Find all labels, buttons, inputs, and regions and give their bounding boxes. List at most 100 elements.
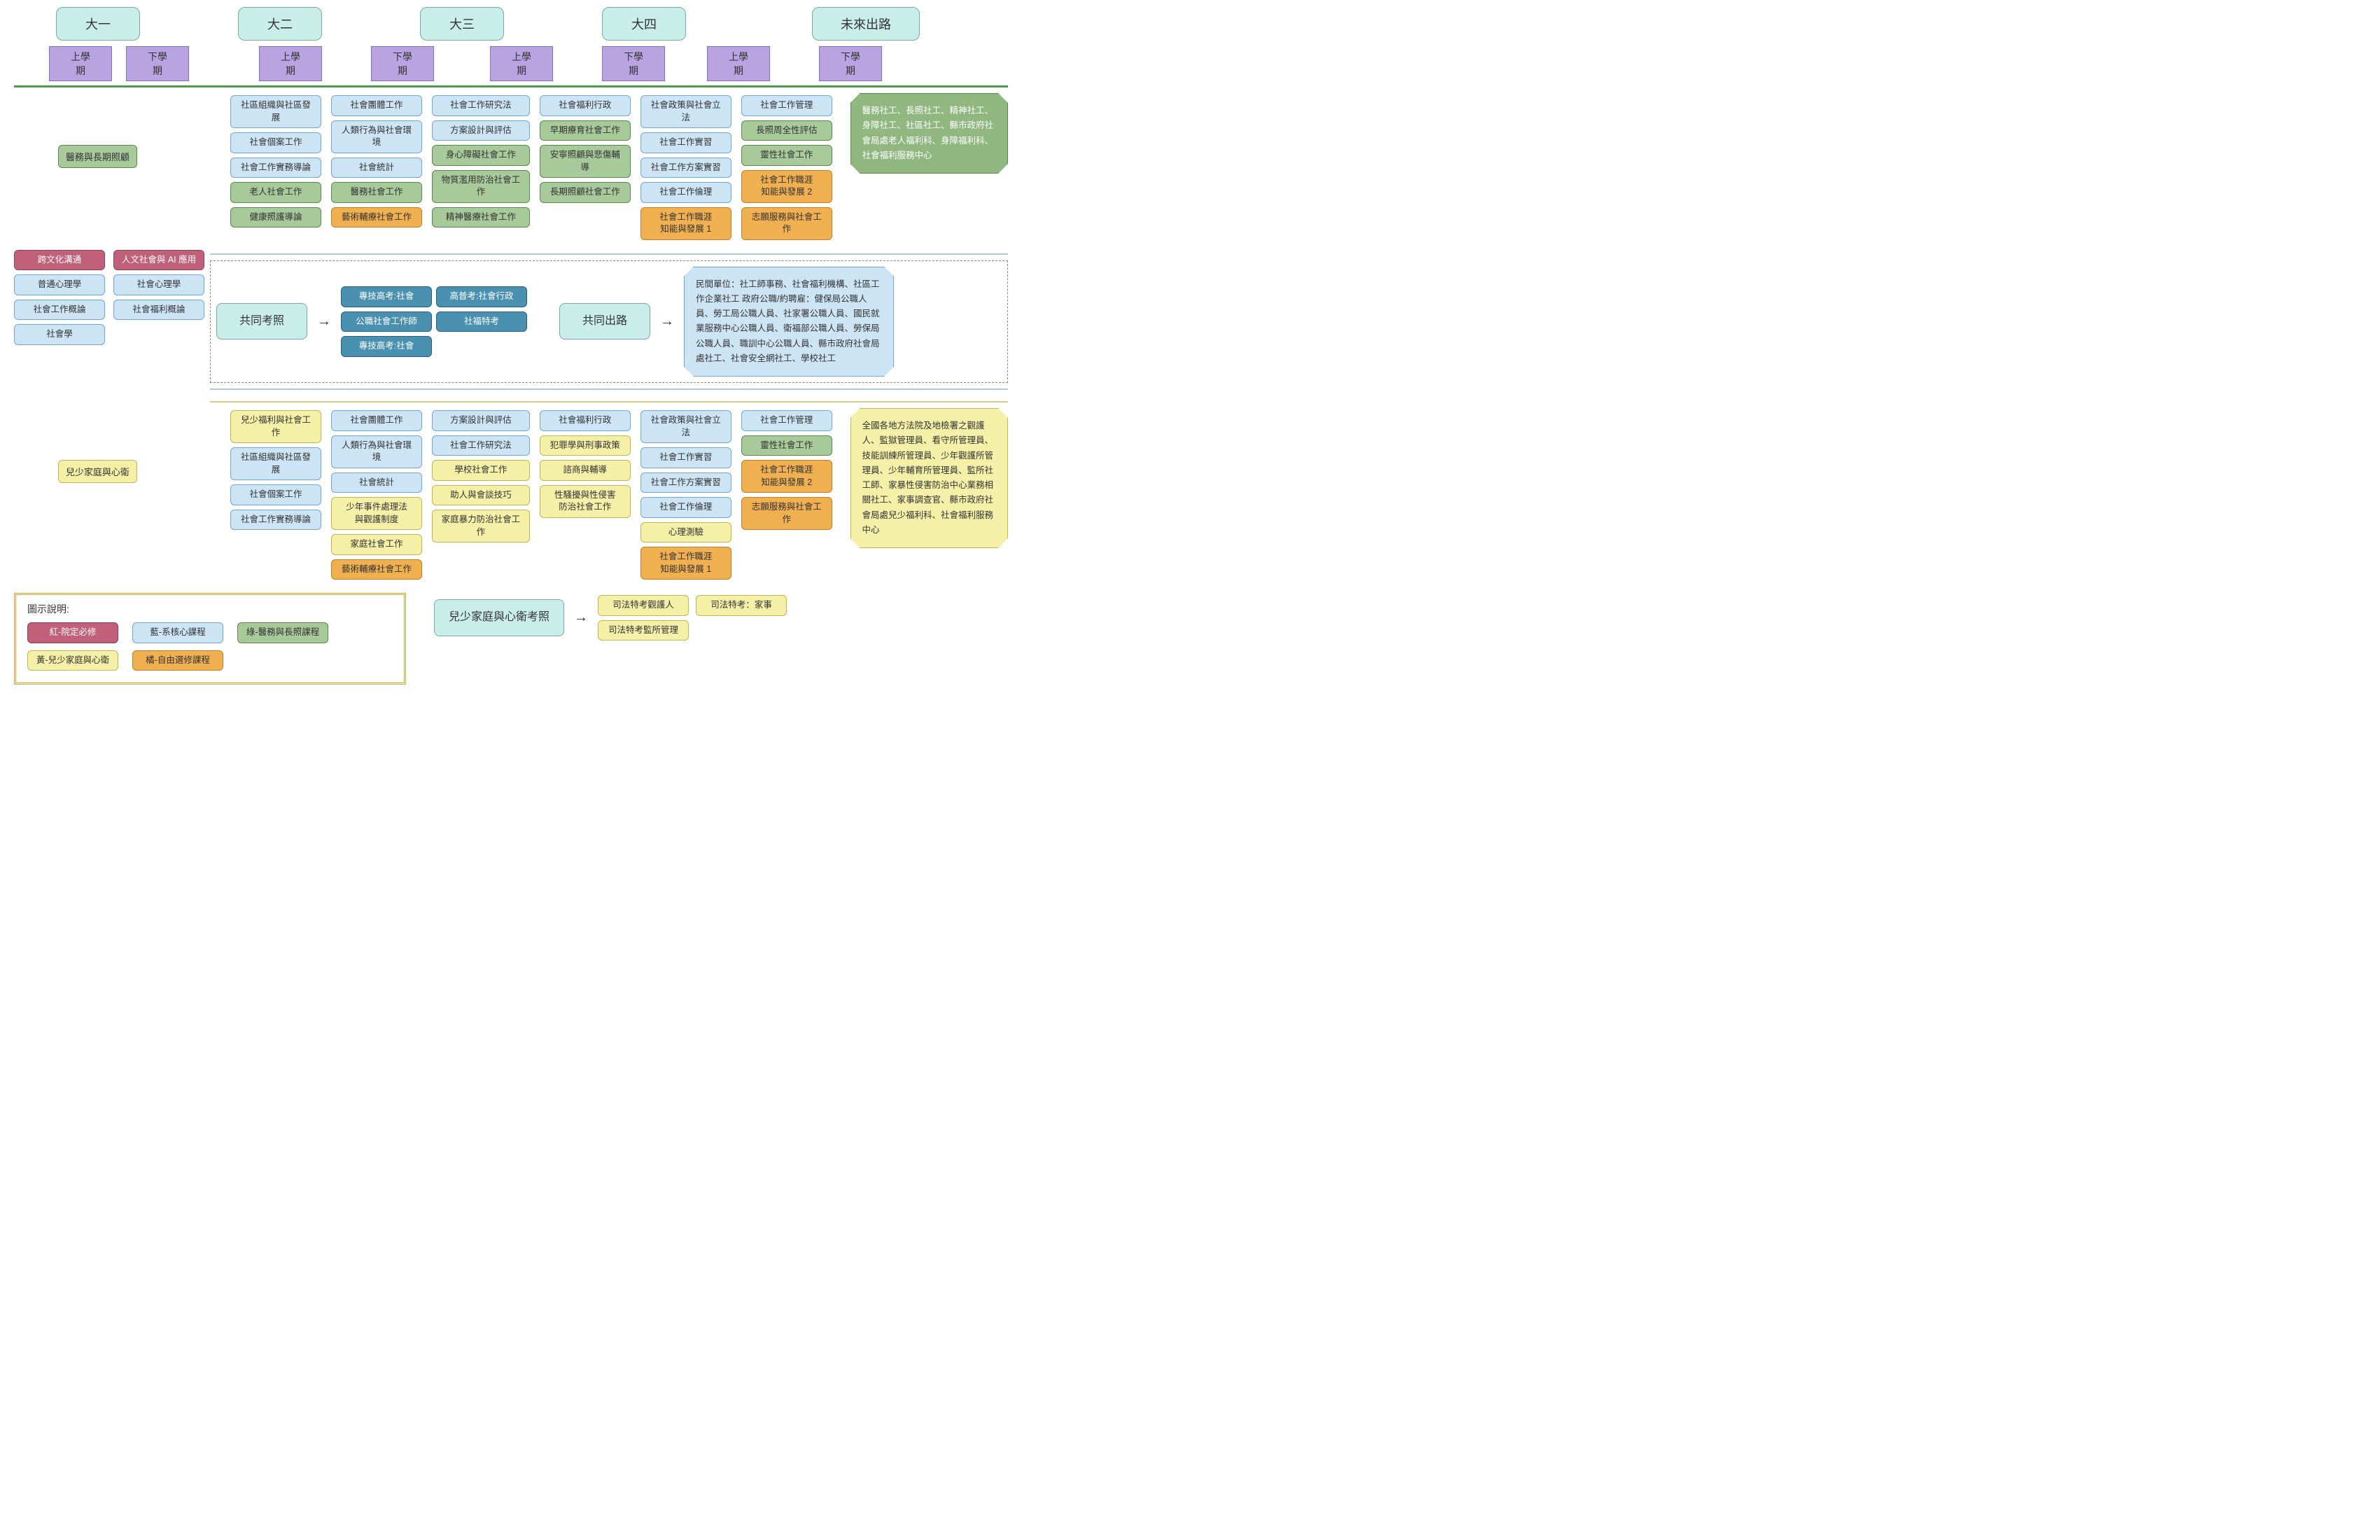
course-box: 社會工作方案實習 — [640, 472, 732, 493]
course-box: 社會工作方案實習 — [640, 158, 732, 178]
track2-exam-label: 兒少家庭與心衛考照 — [434, 599, 564, 636]
t1-y2s1: 社區組織與社區發展社會個案工作社會工作實務導論老人社會工作健康照護導論 — [230, 93, 321, 230]
y1-s2: 下學期 — [126, 46, 189, 81]
course-box: 家庭社會工作 — [331, 534, 422, 555]
course-box: 社會工作實務導論 — [230, 510, 321, 531]
course-box: 人類行為與社會環境 — [331, 435, 422, 468]
y2-s2: 下學期 — [371, 46, 434, 81]
legend: 圖示說明: 紅-院定必修 藍-系核心課程 綠-醫務與長照課程 黃-兒少家庭與心衛… — [14, 593, 406, 685]
t1-y3s2: 社會福利行政早期療育社會工作安寧照顧與悲傷輔導長期照顧社會工作 — [540, 93, 631, 205]
course-box: 藝術輔療社會工作 — [331, 207, 422, 228]
t1-y4s2: 社會工作管理長照周全性評估靈性社會工作社會工作職涯 知能與發展 2志願服務與社會… — [741, 93, 832, 242]
course-box: 社會福利行政 — [540, 95, 631, 116]
course-box: 靈性社會工作 — [741, 435, 832, 456]
course-box: 醫務社會工作 — [331, 182, 422, 203]
course-box: 性騷擾與性侵害 防治社會工作 — [540, 485, 631, 518]
course-box: 社會工作職涯 知能與發展 2 — [741, 460, 832, 493]
year-2: 大二 — [238, 7, 322, 41]
y4-s1: 上學期 — [707, 46, 770, 81]
t2-y4s2: 社會工作管理靈性社會工作社會工作職涯 知能與發展 2志願服務與社會工作 — [741, 408, 832, 532]
divider-blue-1 — [210, 253, 1008, 255]
course-box: 長照周全性評估 — [741, 120, 832, 141]
course-box: 早期療育社會工作 — [540, 120, 631, 141]
common-path-label: 共同出路 — [559, 303, 650, 340]
legend-title: 圖示說明: — [27, 602, 393, 616]
y2-s1: 上學期 — [259, 46, 322, 81]
course-box: 物質濫用防治社會工作 — [432, 170, 530, 203]
course-box: 社會工作實習 — [640, 447, 732, 468]
track2-outcome: 全國各地方法院及地檢署之觀護人、監獄管理員、看守所管理員、技能訓練所管理員、少年… — [850, 408, 1008, 548]
track-1-section: 醫務與長期照顧 社區組織與社區發展社會個案工作社會工作實務導論老人社會工作健康照… — [14, 93, 1008, 242]
y4-s2: 下學期 — [819, 46, 882, 81]
course-box: 社會工作實務導論 — [230, 158, 321, 178]
course-box: 少年事件處理法 與觀護制度 — [331, 497, 422, 530]
t2-y2s2: 社會團體工作人類行為與社會環境社會統計少年事件處理法 與觀護制度家庭社會工作藝術… — [331, 408, 422, 582]
course-box: 兒少福利與社會工作 — [230, 410, 321, 443]
legend-red: 紅-院定必修 — [27, 622, 118, 643]
course-box: 社會工作研究法 — [432, 95, 530, 116]
course-box: 犯罪學與刑事政策 — [540, 435, 631, 456]
t1-y4s1: 社會政策與社會立法社會工作實習社會工作方案實習社會工作倫理社會工作職涯 知能與發… — [640, 93, 732, 242]
y1-s1: 上學期 — [49, 46, 112, 81]
course-box: 方案設計與評估 — [432, 120, 530, 141]
divider-yellow — [210, 401, 1008, 402]
divider-green — [14, 85, 1008, 88]
course-box: 社會工作職涯 知能與發展 1 — [640, 207, 732, 240]
course-box: 人類行為與社會環境 — [331, 120, 422, 153]
course-box: 社會工作實習 — [640, 132, 732, 153]
t2-y2s1: 兒少福利與社會工作社區組織與社區發展社會個案工作社會工作實務導論 — [230, 408, 321, 532]
arrow-icon: → — [317, 314, 331, 330]
t2-y4s1: 社會政策與社會立法社會工作實習社會工作方案實習社會工作倫理心理測驗社會工作職涯 … — [640, 408, 732, 582]
course-box: 老人社會工作 — [230, 182, 321, 203]
track-2-section: 兒少家庭與心衛 兒少福利與社會工作社區組織與社區發展社會個案工作社會工作實務導論… — [14, 408, 1008, 582]
course-box: 心理測驗 — [640, 522, 732, 543]
legend-green: 綠-醫務與長照課程 — [237, 622, 328, 643]
course-box: 社會統計 — [331, 472, 422, 493]
course-box: 社會工作倫理 — [640, 182, 732, 203]
track2-label: 兒少家庭與心衛 — [58, 460, 137, 483]
course-box: 諮商與輔導 — [540, 460, 631, 481]
t1-y3s1: 社會工作研究法方案設計與評估身心障礙社會工作物質濫用防治社會工作精神醫療社會工作 — [432, 93, 530, 230]
divider-blue-2 — [210, 388, 1008, 390]
exam-5: 專技高考:社會 — [341, 336, 432, 357]
course-box: 社會工作倫理 — [640, 497, 732, 518]
y1-ai: 人文社會與 AI 應用 — [113, 250, 204, 271]
track1-outcome: 醫務社工、長照社工、精神社工、身障社工、社區社工、縣市政府社會局處老人福利科、身… — [850, 93, 1008, 174]
t2exam-3: 司法特考監所管理 — [598, 620, 689, 641]
y1-crossculture: 跨文化溝通 — [14, 250, 105, 271]
year-3: 大三 — [420, 7, 504, 41]
y1-swintro: 社會工作概論 — [14, 300, 105, 321]
exam-3: 公職社會工作師 — [341, 312, 432, 332]
common-panel: 共同考照 → 專技高考:社會 高普考:社會行政 公職社會工作師 社福特考 專技高… — [210, 260, 1008, 384]
course-box: 社會個案工作 — [230, 484, 321, 505]
y1-sociology: 社會學 — [14, 324, 105, 345]
exam-2: 高普考:社會行政 — [436, 286, 527, 307]
course-box: 社會團體工作 — [331, 410, 422, 431]
course-box: 社會統計 — [331, 158, 422, 178]
course-box: 家庭暴力防治社會工作 — [432, 510, 530, 542]
common-exam-label: 共同考照 — [216, 303, 307, 340]
year-4: 大四 — [602, 7, 686, 41]
t2exam-1: 司法特考觀護人 — [598, 595, 689, 616]
course-box: 社會政策與社會立法 — [640, 410, 732, 443]
t2exam-2: 司法特考：家事 — [696, 595, 787, 616]
year-header-row: 大一 大二 大三 大四 未來出路 — [14, 7, 1008, 41]
course-box: 安寧照顧與悲傷輔導 — [540, 145, 631, 178]
course-box: 社區組織與社區發展 — [230, 447, 321, 480]
t2-y3s2: 社會福利行政犯罪學與刑事政策諮商與輔導性騷擾與性侵害 防治社會工作 — [540, 408, 631, 520]
y1-welfare: 社會福利概論 — [113, 300, 204, 321]
course-box: 社會福利行政 — [540, 410, 631, 431]
year-future: 未來出路 — [812, 7, 920, 41]
y3-s1: 上學期 — [490, 46, 553, 81]
course-box: 志願服務與社會工作 — [741, 207, 832, 240]
exam-4: 社福特考 — [436, 312, 527, 332]
course-box: 靈性社會工作 — [741, 145, 832, 166]
arrow-icon-2: → — [660, 314, 674, 330]
course-box: 社會工作管理 — [741, 410, 832, 431]
track1-label: 醫務與長期照顧 — [58, 145, 137, 168]
course-box: 精神醫療社會工作 — [432, 207, 530, 228]
arrow-icon-3: → — [574, 610, 588, 626]
common-path-text: 民間單位：社工師事務、社會福利機構、社區工作企業社工 政府公職/約聘雇：健保局公… — [684, 267, 894, 377]
course-box: 社會工作管理 — [741, 95, 832, 116]
t2-y3s1: 方案設計與評估社會工作研究法學校社會工作助人與會談技巧家庭暴力防治社會工作 — [432, 408, 530, 545]
